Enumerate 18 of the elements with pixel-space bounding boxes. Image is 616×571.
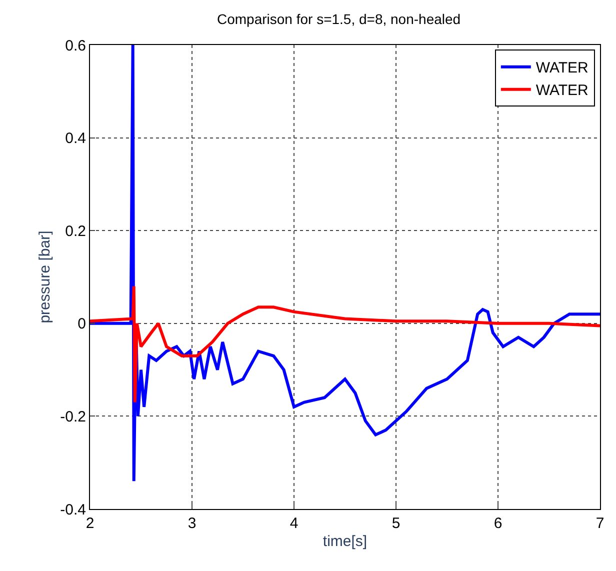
x-tick-label: 5 — [392, 515, 400, 532]
y-tick-label: -0.4 — [60, 501, 86, 518]
chart-title: Comparison for s=1.5, d=8, non-healed — [216, 11, 461, 28]
y-tick-label: 0 — [78, 316, 86, 333]
x-tick-label: 6 — [494, 515, 502, 532]
x-tick-label: 3 — [188, 515, 196, 532]
x-tick-label: 4 — [290, 515, 298, 532]
x-tick-label: 2 — [86, 515, 94, 532]
line-series — [90, 284, 600, 404]
legend-label: WATER — [536, 82, 589, 100]
y-axis-title: pressure [bar] — [36, 230, 54, 324]
x-tick-label: 7 — [596, 515, 604, 532]
x-axis-title: time[s] — [322, 533, 368, 550]
y-tick-label: 0.6 — [65, 37, 86, 54]
y-tick-label: 0.2 — [65, 222, 86, 240]
legend-label: WATER — [536, 60, 589, 77]
y-tick-label: 0.4 — [65, 130, 86, 148]
y-tick-label: -0.2 — [60, 408, 86, 426]
